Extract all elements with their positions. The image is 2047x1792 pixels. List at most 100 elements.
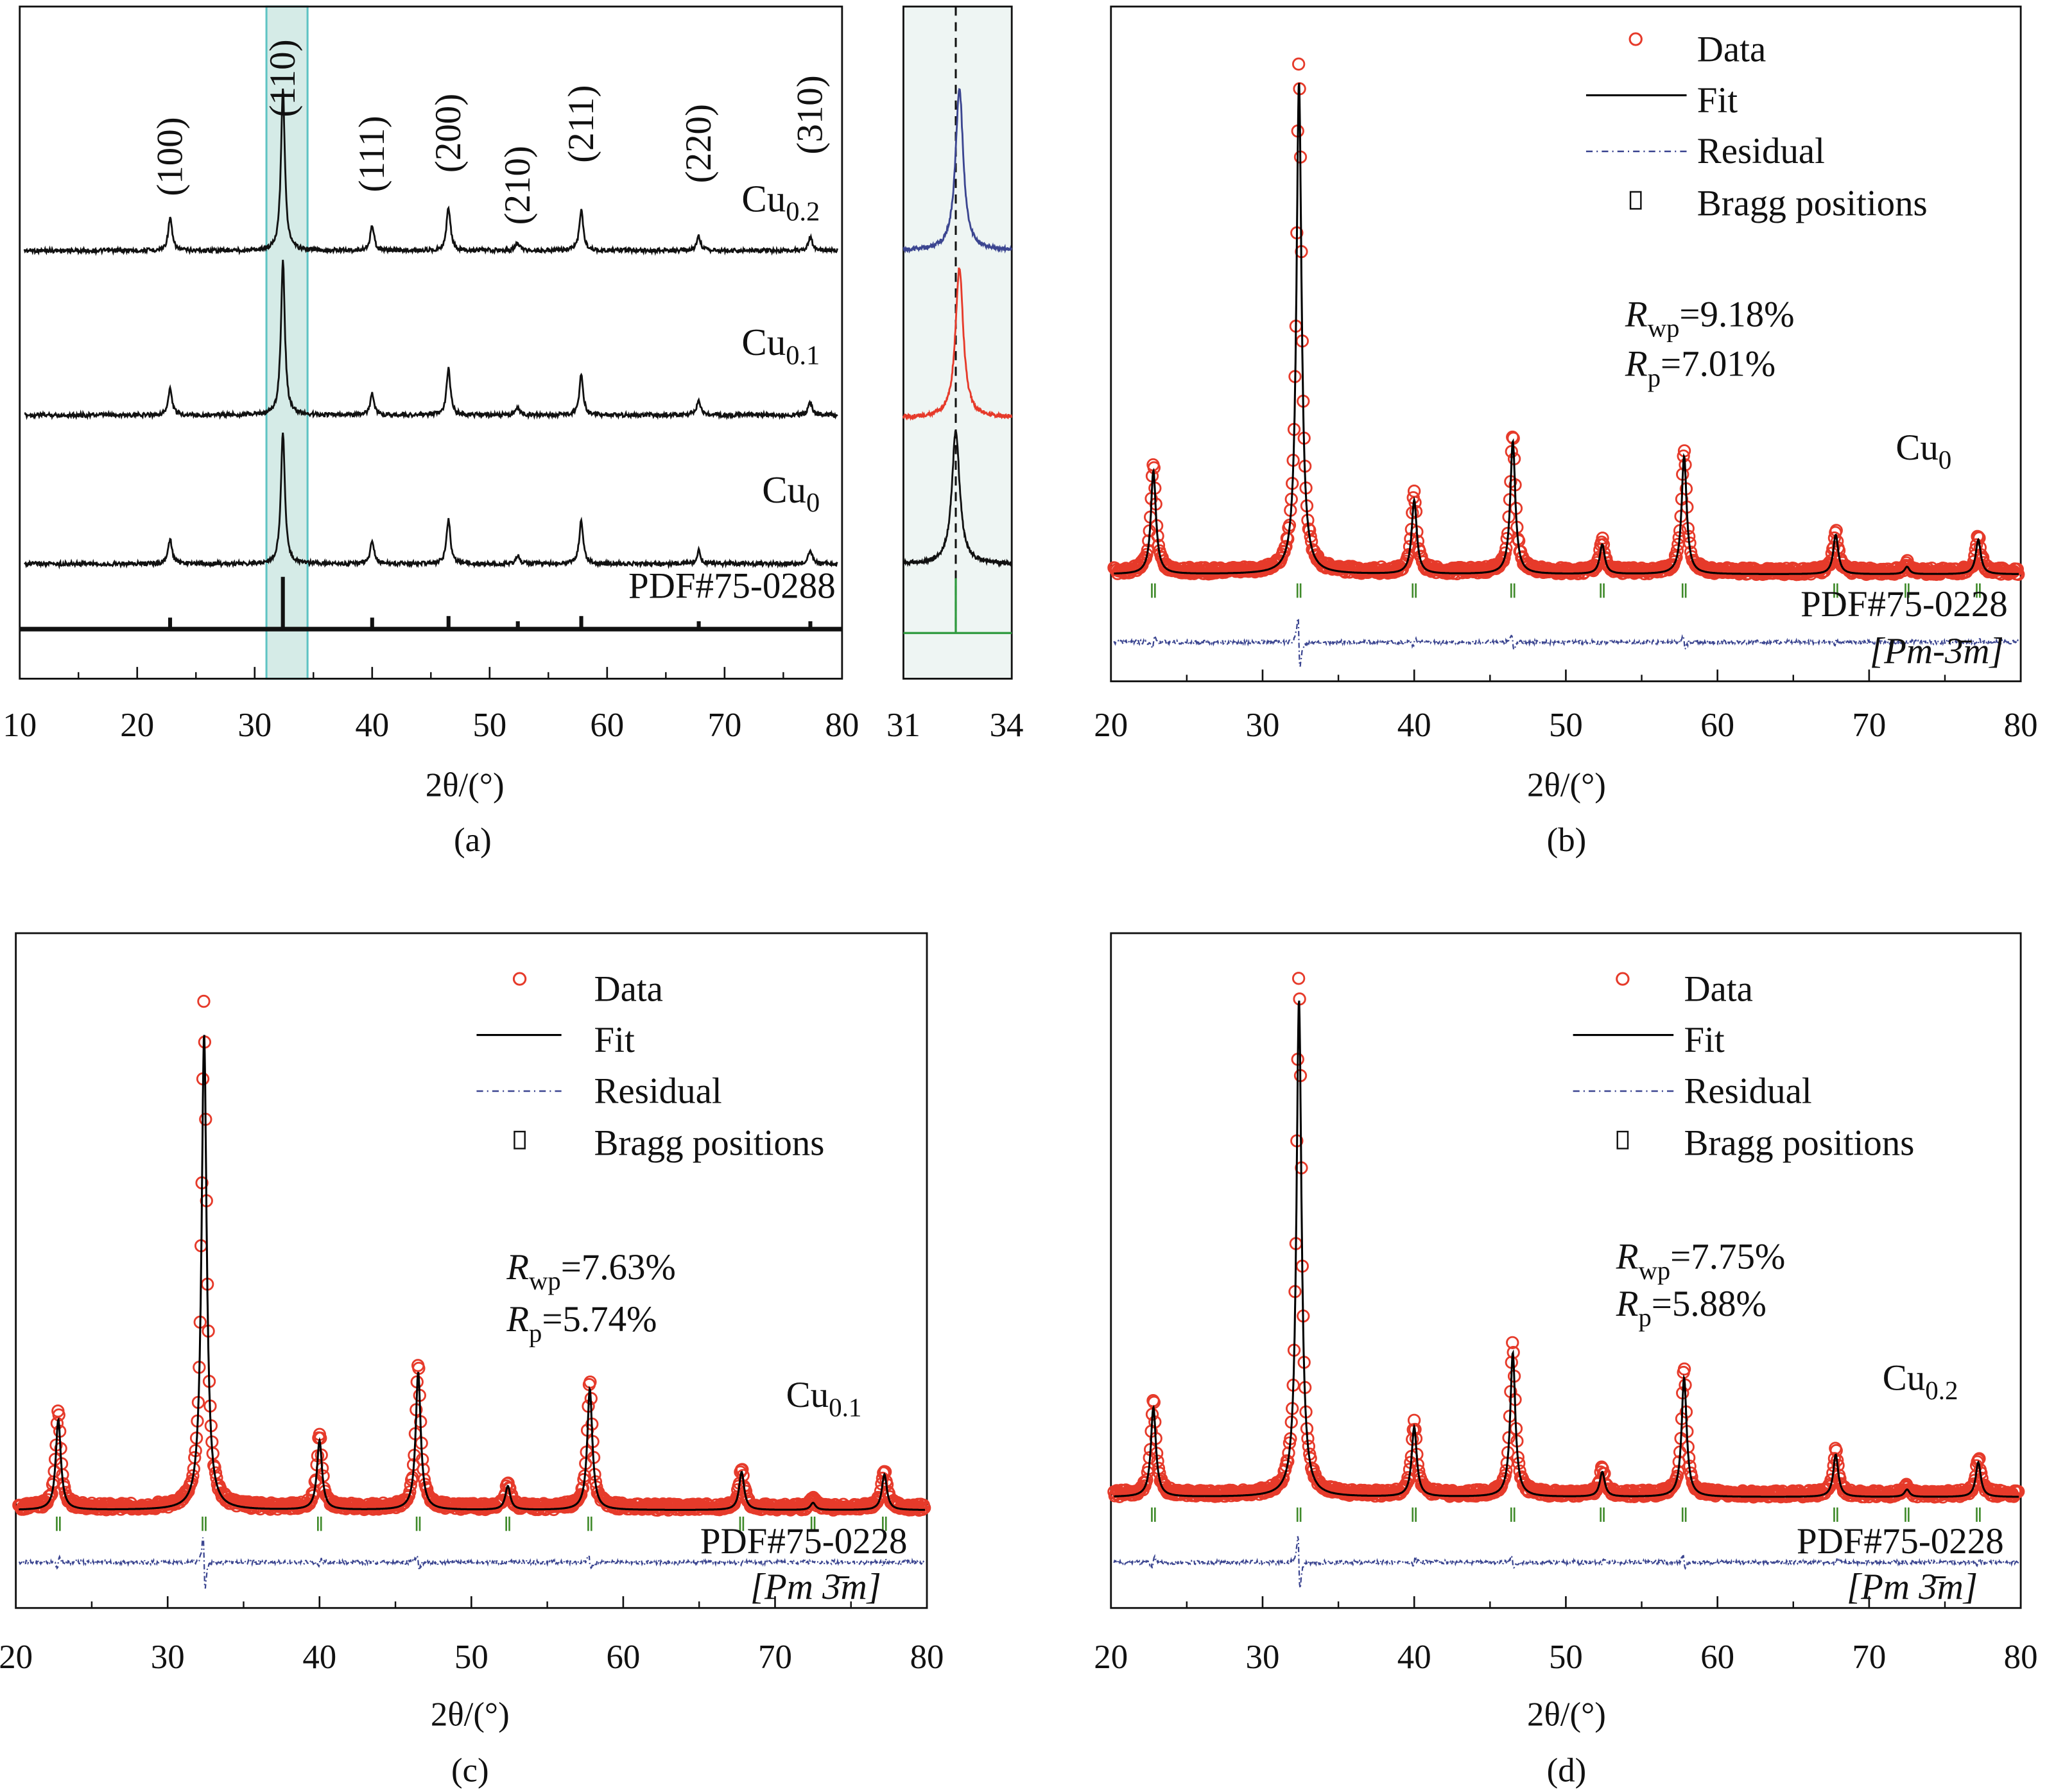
series-label-subscript: 0.1 [786, 340, 820, 370]
legend-label: Residual [594, 1071, 721, 1111]
fit-line [1114, 1000, 2019, 1498]
legend-label: Residual [1697, 131, 1825, 171]
residual-line [19, 1537, 926, 1589]
stat-value: =7.01% [1661, 344, 1775, 384]
x-tick-label: 10 [3, 707, 37, 744]
data-point [1498, 1469, 1512, 1482]
x-tick-label: 70 [1852, 707, 1886, 744]
legend-label: Fit [1684, 1020, 1724, 1060]
stat-value: =5.88% [1652, 1284, 1766, 1324]
legend-data-marker [1616, 972, 1630, 986]
sample-label: Cu0.1 [786, 1375, 862, 1422]
panel-caption: (c) [451, 1752, 489, 1789]
legend-bragg-marker [514, 1130, 526, 1150]
xrd-pattern-line [24, 432, 838, 570]
x-tick-label: 40 [355, 707, 389, 744]
data-point [1506, 1336, 1519, 1350]
sample-label: Cu0.2 [1883, 1358, 1958, 1405]
x-tick-label: 70 [707, 707, 741, 744]
inset-peak-line [903, 267, 1012, 421]
sample-label-base: Cu [786, 1375, 829, 1415]
hkl-label: (200) [428, 94, 469, 173]
series-label: Cu0 [762, 469, 820, 518]
x-axis-title: 2θ/(°) [426, 766, 505, 804]
x-tick-label: 20 [1094, 1639, 1128, 1676]
data-point [45, 1487, 58, 1501]
data-point [197, 994, 211, 1008]
series-label-subscript: 0 [806, 488, 820, 518]
stat-symbol: R [506, 1247, 529, 1288]
legend-label: Fit [1697, 80, 1738, 121]
series-label-base: Cu [762, 469, 806, 511]
x-tick-label: 80 [910, 1639, 944, 1676]
data-point [574, 1488, 588, 1501]
data-point [1498, 551, 1511, 565]
legend-label: Fit [594, 1020, 634, 1060]
inset-peak-line [903, 87, 1012, 254]
x-tick-label: 50 [454, 1639, 488, 1676]
sample-label-subscript: 0.1 [829, 1392, 861, 1422]
data-point [1670, 551, 1683, 564]
panel-caption: (d) [1547, 1752, 1587, 1789]
stat-subscript: wp [1648, 314, 1680, 343]
highlight-region [265, 5, 309, 680]
series-label-subscript: 0.2 [786, 197, 820, 227]
x-tick-label: 80 [2004, 707, 2038, 744]
legend-bragg-marker [1629, 191, 1642, 210]
legend-label: Data [1684, 969, 1752, 1010]
hkl-label: (310) [790, 75, 831, 154]
hkl-label: (211) [561, 85, 601, 163]
stat-subscript: p [529, 1318, 542, 1347]
panel-caption: (b) [1547, 822, 1587, 859]
legend-label: Bragg positions [1697, 184, 1928, 224]
fit-statistic: Rp=5.74% [506, 1299, 657, 1347]
stat-subscript: p [1648, 363, 1661, 392]
data-point [1291, 57, 1306, 71]
hkl-label: (111) [352, 116, 392, 192]
x-tick-label: 30 [1246, 707, 1280, 744]
x-tick-label: 31 [886, 707, 920, 744]
hkl-label: (100) [150, 117, 190, 196]
x-tick-label: 80 [825, 707, 859, 744]
x-tick-label: 30 [1246, 1639, 1280, 1676]
space-group-label: [Pm-3̄m] [1870, 631, 2004, 671]
data-point [583, 1375, 597, 1389]
hkl-label: (210) [497, 146, 538, 225]
x-axis-title: 2θ/(°) [431, 1696, 510, 1733]
fit-line [1114, 83, 2019, 575]
hkl-label: (220) [678, 104, 719, 183]
legend-label: Data [1697, 30, 1766, 70]
space-group-label: [Pm 3̄m] [750, 1567, 881, 1607]
fit-statistic: Rp=7.01% [1625, 344, 1775, 392]
stat-value: =7.63% [561, 1247, 676, 1288]
x-tick-label: 40 [1397, 707, 1431, 744]
x-tick-label: 70 [1852, 1639, 1886, 1676]
stat-value: =5.74% [542, 1299, 657, 1340]
x-tick-label: 20 [1094, 707, 1128, 744]
data-point [403, 1485, 417, 1499]
hkl-label: (110) [263, 39, 303, 117]
data-point [1277, 545, 1291, 559]
x-tick-label: 50 [472, 707, 506, 744]
stat-subscript: p [1638, 1303, 1651, 1332]
sample-label-base: Cu [1883, 1358, 1925, 1399]
x-tick-label: 50 [1549, 1639, 1583, 1676]
panel-a-xrd-patterns: Cu0.2Cu0.1Cu0PDF#75-0288(100)(110)(111)(… [3, 5, 859, 859]
panel-a-inset-zoom: 31 34 [886, 5, 1023, 744]
legend-label: Residual [1684, 1071, 1811, 1111]
x-tick-label: 30 [151, 1639, 185, 1676]
stat-value: =9.18% [1679, 294, 1794, 334]
legend-label: Bragg positions [1684, 1123, 1914, 1164]
panel-caption: (a) [454, 822, 492, 859]
series-label-base: Cu [741, 321, 786, 363]
residual-line [1113, 616, 2019, 667]
legend-bragg-marker [1616, 1130, 1629, 1150]
reference-label: PDF#75-0288 [628, 565, 836, 606]
data-point [1134, 561, 1147, 574]
x-tick-label: 60 [606, 1639, 640, 1676]
x-tick-label: 70 [758, 1639, 792, 1676]
series-label: Cu0.1 [741, 321, 820, 370]
legend-label: Bragg positions [594, 1123, 824, 1164]
series-label: Cu0.2 [741, 177, 820, 227]
